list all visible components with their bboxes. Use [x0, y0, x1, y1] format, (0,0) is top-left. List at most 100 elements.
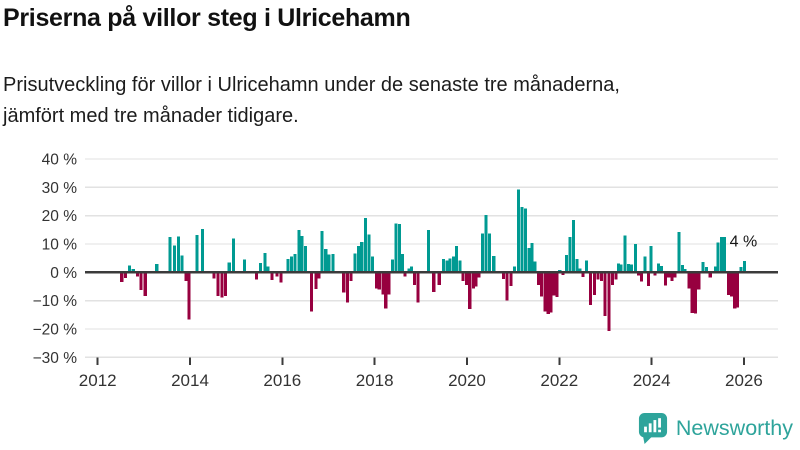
bar	[441, 258, 445, 273]
bar	[403, 272, 407, 277]
bar	[367, 234, 371, 273]
bar	[568, 237, 572, 273]
x-axis-tick-label: 2026	[725, 371, 763, 390]
bar	[681, 265, 685, 273]
bar	[701, 261, 705, 273]
bar	[381, 272, 385, 295]
bar	[187, 272, 191, 320]
bar	[599, 272, 603, 281]
bar	[505, 272, 509, 301]
bar	[195, 235, 199, 273]
bar	[461, 272, 465, 282]
bar	[227, 262, 231, 273]
x-axis-tick-label: 2016	[263, 371, 301, 390]
bar	[552, 272, 556, 296]
x-axis-tick-label: 2012	[79, 371, 117, 390]
bar	[353, 253, 357, 273]
chart-subtitle: Prisutveckling för villor i Ulricehamn u…	[3, 70, 620, 132]
y-axis-tick-label: −20 %	[33, 321, 78, 338]
bar	[626, 263, 631, 273]
bar	[400, 254, 404, 273]
bar	[488, 233, 492, 273]
y-axis-tick-label: −30 %	[33, 350, 78, 367]
bar	[445, 260, 449, 273]
bar	[131, 268, 135, 273]
x-axis-tick-label: 2018	[356, 371, 394, 390]
bar	[492, 256, 496, 273]
subtitle-line-1: Prisutveckling för villor i Ulricehamn u…	[3, 74, 620, 96]
bar	[614, 272, 618, 280]
bar	[120, 272, 124, 283]
bar	[143, 272, 147, 296]
bar	[231, 238, 235, 273]
bar	[690, 272, 694, 313]
bar	[517, 189, 521, 273]
bar	[693, 272, 698, 314]
bar	[471, 272, 475, 289]
bar	[708, 272, 712, 278]
bar	[639, 272, 644, 282]
bar	[581, 272, 585, 277]
bar	[637, 272, 641, 276]
bar	[477, 272, 481, 278]
bar	[656, 263, 661, 273]
bar	[729, 272, 734, 297]
bar	[452, 256, 456, 273]
bar	[293, 254, 297, 273]
bar	[705, 267, 709, 273]
y-axis-tick-label: 40 %	[42, 151, 78, 168]
bar	[616, 263, 620, 273]
bar	[377, 272, 381, 290]
bar	[370, 256, 374, 273]
bar	[663, 272, 668, 286]
bar	[549, 272, 553, 313]
bar	[327, 254, 331, 273]
bar	[180, 255, 184, 273]
bar	[727, 272, 731, 295]
bar	[653, 272, 657, 276]
bar	[309, 272, 313, 312]
bar	[673, 272, 677, 278]
bar	[720, 236, 724, 273]
bar	[212, 272, 216, 279]
bar	[317, 272, 321, 279]
bar	[633, 243, 638, 273]
bar	[410, 266, 414, 273]
bar	[155, 263, 159, 273]
y-axis-tick-label: 20 %	[42, 208, 78, 225]
bar	[589, 272, 593, 305]
bar	[263, 253, 267, 273]
bar	[596, 272, 600, 280]
bar	[172, 245, 176, 273]
bar	[300, 235, 304, 273]
bar	[349, 272, 353, 281]
bar	[128, 265, 132, 273]
bar	[670, 272, 674, 282]
bar	[610, 272, 614, 285]
bar	[356, 245, 361, 273]
bar	[448, 258, 452, 273]
bar	[342, 272, 346, 293]
bar	[742, 260, 746, 273]
bar	[184, 272, 188, 281]
bar	[716, 242, 720, 273]
bar	[512, 266, 517, 273]
bar	[168, 236, 172, 273]
x-axis-tick-label: 2020	[448, 371, 486, 390]
bar	[723, 236, 727, 273]
bar	[687, 272, 691, 289]
bar	[697, 272, 701, 290]
bar	[667, 272, 671, 278]
bar	[224, 272, 228, 297]
bar	[643, 256, 647, 273]
bar	[290, 256, 294, 273]
bar	[659, 266, 663, 273]
bar	[543, 272, 547, 312]
bar	[713, 266, 717, 273]
bar	[324, 249, 328, 273]
bar	[412, 272, 416, 285]
newsworthy-logo: Newsworthy	[638, 412, 793, 445]
bar	[220, 272, 224, 298]
bar	[623, 235, 627, 273]
